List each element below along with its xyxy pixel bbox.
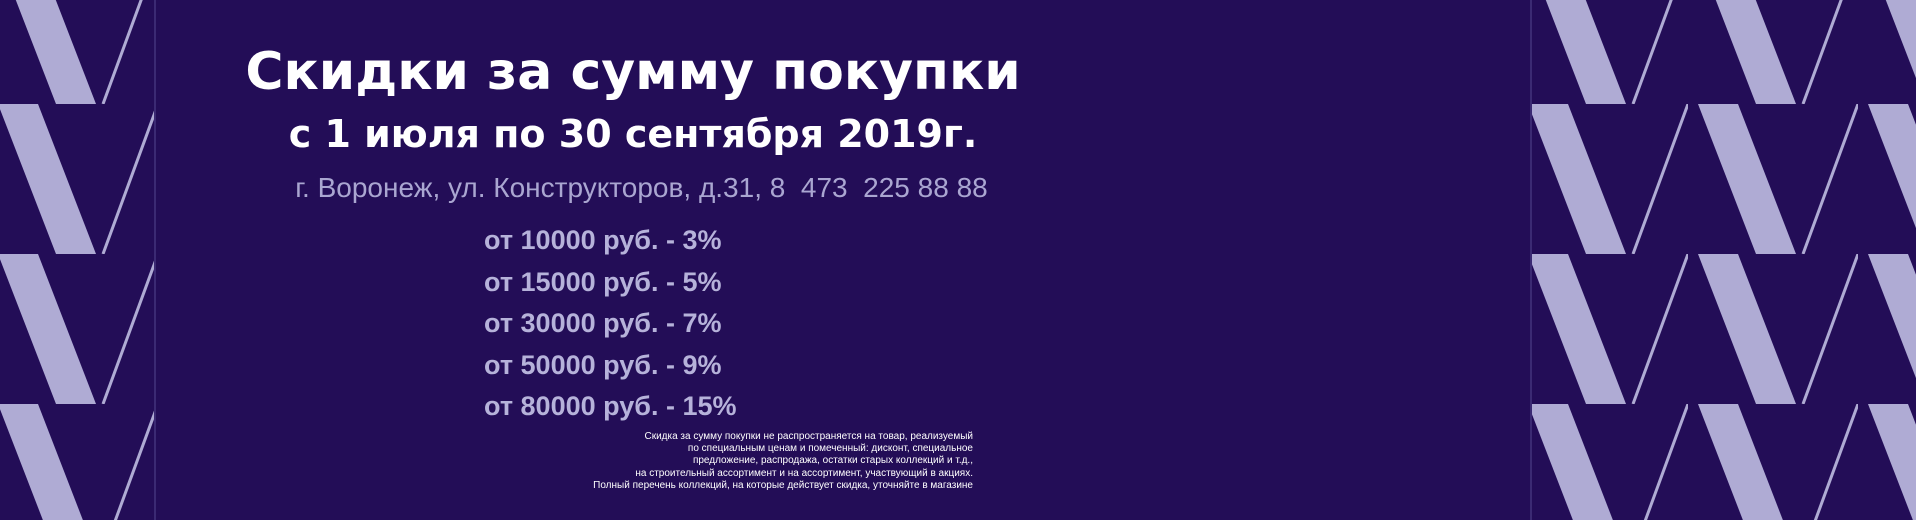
footnote-line: Полный перечень коллекций, на которые де… [593,479,973,491]
left-pattern [0,0,155,520]
title: Скидки за сумму покупки [245,42,1021,102]
right-pattern [1531,0,1916,520]
footnote: Скидка за сумму покупки не распространяе… [593,431,973,492]
footnote-line: Скидка за сумму покупки не распространяе… [644,431,973,442]
discount-item: от 50000 руб. - 9% [484,349,722,380]
period: с 1 июля по 30 сентября 2019г. [288,112,978,156]
discount-item: от 15000 руб. - 5% [484,266,722,297]
discount-item: от 80000 руб. - 15% [484,391,737,421]
discount-list: от 10000 руб. - 3% от 15000 руб. - 5% от 3… [484,222,737,430]
discount-item: от 10000 руб. - 3% [484,225,722,255]
address: г. Воронеж, ул. Конструкторов, д.31, 8 4… [295,172,988,203]
footnote-line: на строительный ассортимент и на ассорти… [635,467,973,479]
footnote-line: предложение, распродажа, остатки старых … [692,455,973,467]
discount-item: от 30000 руб. - 7% [484,308,722,338]
footnote-line: по специальным ценам и помеченный: диско… [687,443,973,455]
